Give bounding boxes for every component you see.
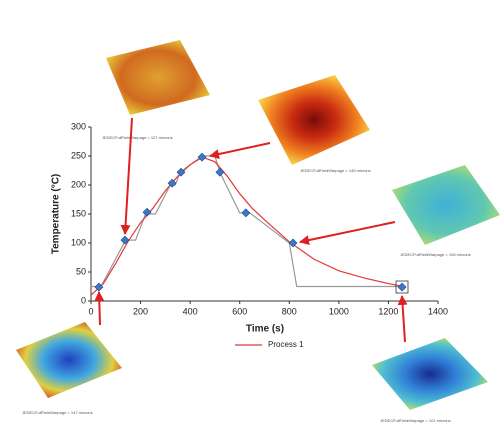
marker bbox=[241, 208, 251, 218]
plot-area: 0 50 100 150 200 250 300 0 200 400 600 800 1000 1200 1… bbox=[71, 121, 448, 316]
marker bbox=[197, 152, 207, 162]
marker bbox=[176, 167, 186, 177]
x-axis-label: Time (s) bbox=[246, 324, 284, 335]
arrows bbox=[94, 117, 408, 343]
highlight-box bbox=[395, 280, 409, 294]
y-tick-label: 0 bbox=[81, 295, 86, 305]
legend-label: Process 1 bbox=[268, 340, 304, 349]
surface-inset bbox=[106, 40, 210, 115]
x-tick-label: 400 bbox=[183, 306, 198, 316]
x-tick-label: 1200 bbox=[378, 306, 398, 316]
surface-inset bbox=[16, 322, 122, 398]
marker bbox=[215, 167, 225, 177]
y-axis-label: Temperature (°C) bbox=[51, 174, 62, 255]
inset-caption: JEDECFullFieldWarpage = 106 microns bbox=[400, 252, 471, 257]
y-tick-label: 50 bbox=[76, 266, 86, 276]
inset-caption: JEDECFullFieldWarpage = 147 microns bbox=[22, 410, 93, 415]
y-tick-label: 250 bbox=[71, 150, 86, 160]
surface-inset bbox=[392, 165, 500, 245]
x-tick-label: 600 bbox=[232, 306, 247, 316]
marker bbox=[120, 235, 130, 245]
inset-caption: JEDECFullFieldWarpage = 145 microns bbox=[300, 168, 371, 173]
surface-inset bbox=[372, 338, 488, 410]
marker bbox=[397, 282, 407, 292]
series-line bbox=[91, 155, 401, 288]
marker bbox=[288, 238, 298, 248]
inset-caption: JEDECFullFieldWarpage = 127 microns bbox=[102, 135, 173, 140]
x-tick-label: 200 bbox=[133, 306, 148, 316]
y-tick-label: 300 bbox=[71, 121, 86, 131]
x-tick-label: 1000 bbox=[329, 306, 349, 316]
y-tick-label: 150 bbox=[71, 208, 86, 218]
y-tick-label: 200 bbox=[71, 179, 86, 189]
marker bbox=[167, 178, 177, 188]
x-tick-label: 800 bbox=[282, 306, 297, 316]
y-tick-label: 100 bbox=[71, 237, 86, 247]
x-tick-label: 1400 bbox=[428, 306, 448, 316]
marker bbox=[142, 207, 152, 217]
x-tick-label: 0 bbox=[88, 306, 93, 316]
series-line bbox=[90, 156, 401, 296]
surface-inset bbox=[258, 75, 370, 165]
inset-caption: JEDECFullFieldWarpage = 101 microns bbox=[380, 418, 451, 423]
